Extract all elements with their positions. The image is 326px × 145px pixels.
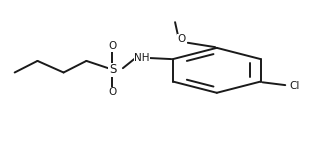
Text: O: O	[178, 34, 186, 44]
Text: O: O	[108, 87, 117, 97]
Text: O: O	[108, 41, 117, 51]
Text: NH: NH	[134, 53, 150, 63]
Text: S: S	[109, 63, 116, 76]
Text: Cl: Cl	[290, 81, 300, 91]
